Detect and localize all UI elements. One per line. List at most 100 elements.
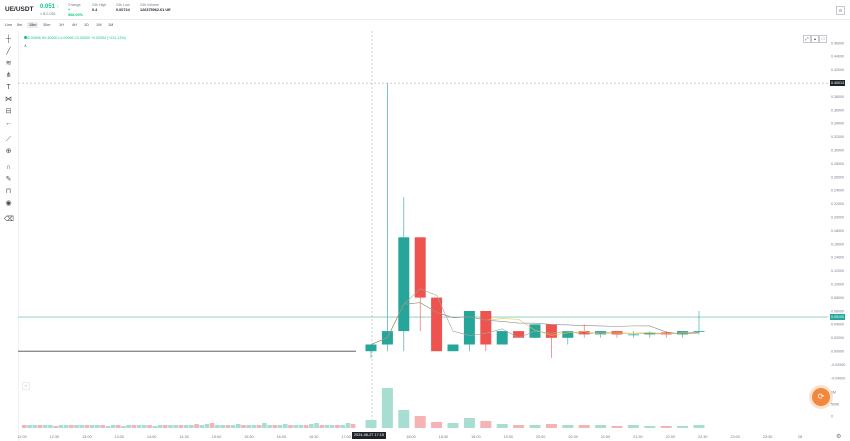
last-price-usd: ≈ $ 0.051 bbox=[40, 12, 56, 16]
interval-1w[interactable]: 1W bbox=[96, 23, 102, 27]
volume-bar bbox=[578, 425, 590, 428]
price-tick-label: 0.18000 bbox=[831, 229, 844, 233]
volume-bar bbox=[79, 425, 85, 428]
pitchfork-icon[interactable]: ⋔ bbox=[5, 72, 12, 79]
settings-gear-icon[interactable]: ⚙ bbox=[836, 434, 842, 440]
pair-symbol[interactable]: UE/USDT bbox=[5, 6, 34, 13]
volume-bar bbox=[365, 420, 377, 428]
price-tick-label: 0.44000 bbox=[831, 55, 844, 59]
time-tick-label: 19:00 bbox=[471, 435, 481, 439]
volume-bar bbox=[288, 425, 293, 428]
volume-bar bbox=[53, 426, 58, 428]
last-price-label: 0.05100 bbox=[830, 314, 845, 321]
volume-bar bbox=[32, 425, 38, 428]
volume-bar bbox=[209, 423, 215, 428]
time-tick-label: 14:00 bbox=[147, 435, 157, 439]
volume-bar bbox=[611, 426, 623, 428]
time-tick-label: 15:30 bbox=[244, 435, 254, 439]
interval-line[interactable]: Line bbox=[5, 23, 13, 27]
text-icon[interactable]: T bbox=[6, 84, 11, 91]
ruler-icon[interactable]: ⟋ bbox=[6, 136, 11, 143]
time-tick-label: 12:30 bbox=[50, 435, 60, 439]
expand-panel-icon[interactable]: › bbox=[22, 382, 30, 390]
fullscreen-icon[interactable]: ⤢ bbox=[803, 35, 811, 43]
volume-bar bbox=[168, 425, 173, 428]
candle-body bbox=[627, 334, 639, 336]
interval-1d[interactable]: 1D bbox=[84, 23, 89, 27]
volume-bar bbox=[595, 425, 607, 428]
volume-bar bbox=[431, 422, 443, 428]
magnet-icon[interactable]: ∩ bbox=[5, 164, 12, 171]
price-tick-label: 0.28000 bbox=[831, 162, 844, 166]
volume-bar bbox=[194, 424, 199, 428]
volume-bar bbox=[126, 425, 131, 428]
interval-5m[interactable]: 5m bbox=[17, 23, 23, 27]
time-tick-label: 13:00 bbox=[82, 435, 92, 439]
interval-15m[interactable]: 15m bbox=[27, 22, 39, 28]
time-tick-label: 21:30 bbox=[633, 435, 643, 439]
volume-bar bbox=[199, 425, 205, 428]
eye-icon[interactable]: ◉ bbox=[5, 200, 12, 207]
volume-bar bbox=[204, 424, 210, 428]
volume-bar bbox=[220, 425, 225, 428]
scroll-to-latest-button[interactable]: ⟳ bbox=[812, 388, 830, 406]
volume-bar bbox=[329, 425, 335, 428]
lock-drawing-icon[interactable]: ✎ bbox=[5, 176, 12, 183]
measure-icon[interactable]: ⊟ bbox=[5, 108, 12, 115]
trend-line-icon[interactable]: ╱ bbox=[6, 48, 11, 55]
chevron-up-icon[interactable]: ▴ bbox=[811, 35, 819, 43]
volume-bar bbox=[340, 425, 345, 428]
volume-bar bbox=[277, 425, 283, 428]
legend-dot bbox=[24, 35, 27, 39]
volume-bar bbox=[496, 424, 508, 428]
ma-line-short bbox=[370, 288, 700, 345]
price-tick-label: -0.02000 bbox=[831, 363, 845, 367]
interval-1h[interactable]: 1H bbox=[59, 23, 64, 27]
price-tick-label: 0.20000 bbox=[831, 216, 844, 220]
lock-icon[interactable]: ⊓ bbox=[5, 188, 12, 195]
volume-bar bbox=[545, 424, 557, 428]
volume-tick-label: 500K bbox=[831, 402, 840, 406]
interval-4h[interactable]: 4H bbox=[72, 23, 77, 27]
interval-30m[interactable]: 30m bbox=[43, 23, 51, 27]
volume-stat: 24h Volume 126375962.61 UE bbox=[140, 3, 171, 12]
crosshair-icon[interactable]: ┼ bbox=[6, 36, 11, 43]
volume-bar bbox=[303, 425, 309, 428]
fib-icon[interactable]: ≋ bbox=[5, 60, 12, 67]
price-tick-label: 0.46000 bbox=[831, 41, 844, 45]
gear-icon[interactable]: ⚙ bbox=[836, 6, 845, 15]
candle-body bbox=[644, 332, 656, 335]
interval-1m[interactable]: 1M bbox=[108, 23, 114, 27]
volume-bar bbox=[262, 423, 267, 428]
volume-bar bbox=[22, 425, 27, 428]
price-tick-label: 0.14000 bbox=[831, 256, 844, 260]
volume-bar bbox=[381, 388, 393, 428]
time-tick-label: 14:30 bbox=[179, 435, 189, 439]
zoom-icon[interactable]: ⊕ bbox=[5, 148, 12, 155]
volume-bar bbox=[162, 425, 168, 428]
pattern-icon[interactable]: ⋈ bbox=[5, 96, 12, 103]
price-tick-label: 0.06000 bbox=[831, 309, 844, 313]
volume-bar bbox=[27, 425, 32, 428]
candle-body bbox=[431, 297, 443, 352]
ohlc-legend: O0.00906 H0.40000 L0.00906 C0.03000 +0.0… bbox=[25, 36, 126, 40]
time-tick-label: 12:00 bbox=[17, 435, 27, 439]
volume-bar bbox=[529, 425, 541, 428]
volume-bar bbox=[562, 425, 574, 428]
time-tick-label: 16:00 bbox=[277, 435, 287, 439]
volume-bar bbox=[110, 425, 116, 428]
volume-bar bbox=[324, 425, 330, 428]
time-tick-label: 23:30 bbox=[763, 435, 773, 439]
arrow-icon[interactable]: ← bbox=[5, 120, 12, 127]
time-tick-label: 22:00 bbox=[666, 435, 676, 439]
change-stat: Change +568.00% bbox=[68, 3, 83, 17]
volume-bar bbox=[513, 425, 525, 428]
volume-bar bbox=[235, 424, 241, 428]
price-tick-label: 0.24000 bbox=[831, 189, 844, 193]
expand-icon[interactable]: □ bbox=[819, 35, 827, 43]
chevron-up-icon[interactable]: ∧ bbox=[24, 43, 27, 48]
trash-icon[interactable]: ⌫ bbox=[4, 216, 14, 223]
time-tick-label: 18:00 bbox=[406, 435, 416, 439]
volume-bar bbox=[189, 425, 194, 428]
